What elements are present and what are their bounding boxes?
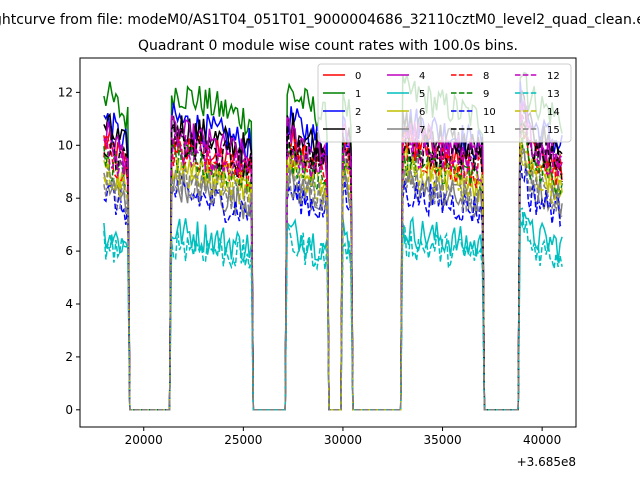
y-tick-label: 6 (65, 244, 73, 258)
series-line-15 (103, 149, 563, 411)
legend-label-3: 3 (355, 125, 361, 136)
legend-label-13: 13 (547, 89, 560, 100)
legend-label-7: 7 (419, 125, 425, 136)
y-tick-label: 12 (58, 85, 73, 99)
legend-label-10: 10 (483, 107, 496, 118)
legend-label-9: 9 (483, 89, 489, 100)
x-tick-label: 25000 (224, 433, 262, 447)
legend-label-2: 2 (355, 107, 361, 118)
series-layer (103, 71, 563, 411)
legend-label-5: 5 (419, 89, 425, 100)
legend-label-14: 14 (547, 107, 560, 118)
legend-label-0: 0 (355, 71, 361, 82)
legend-label-11: 11 (483, 125, 496, 136)
legend-label-6: 6 (419, 107, 425, 118)
y-axis: 0 2 4 6 8 10 12 (58, 85, 80, 417)
x-tick-label: 35000 (423, 433, 461, 447)
x-offset-label: +3.685e8 (517, 455, 576, 469)
x-tick-label: 40000 (523, 433, 561, 447)
plot-frame (79, 57, 577, 428)
legend-label-4: 4 (419, 71, 425, 82)
y-tick-label: 8 (65, 191, 73, 205)
y-tick-label: 4 (65, 297, 73, 311)
x-axis: 20000 25000 30000 35000 40000 (125, 427, 561, 447)
x-tick-label: 30000 (324, 433, 362, 447)
y-tick-label: 10 (58, 138, 73, 152)
legend-label-8: 8 (483, 71, 489, 82)
legend-label-15: 15 (547, 125, 560, 136)
figure-suptitle: Lightcurve from file: modeM0/AS1T04_051T… (0, 12, 640, 28)
legend-box (317, 63, 572, 143)
y-tick-label: 2 (65, 350, 73, 364)
legend-label-12: 12 (547, 71, 560, 82)
chart-title: Quadrant 0 module wise count rates with … (138, 38, 518, 54)
y-tick-label: 0 (65, 403, 73, 417)
legend-label-1: 1 (355, 89, 361, 100)
x-tick-label: 20000 (125, 433, 163, 447)
